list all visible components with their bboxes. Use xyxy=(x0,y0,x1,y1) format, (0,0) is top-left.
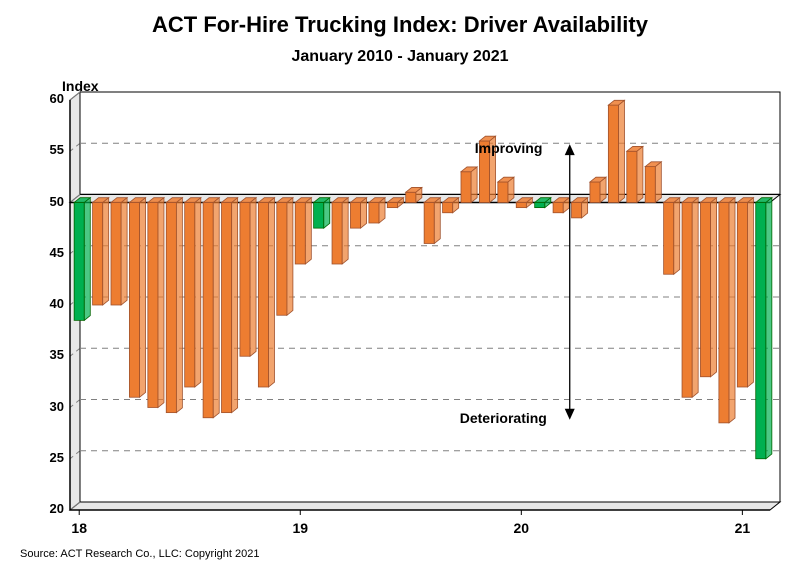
annotation-improving: Improving xyxy=(475,140,543,156)
chart-svg xyxy=(0,0,800,580)
bar xyxy=(350,198,366,228)
bar xyxy=(185,198,201,387)
bar xyxy=(277,198,293,316)
bar xyxy=(129,198,145,398)
y-tick-label: 55 xyxy=(30,142,64,157)
bar xyxy=(498,177,514,202)
bar xyxy=(203,198,219,418)
bar xyxy=(682,198,698,398)
y-tick-label: 50 xyxy=(30,194,64,209)
bar xyxy=(700,198,716,377)
bar xyxy=(608,100,624,202)
bar xyxy=(737,198,753,387)
bar xyxy=(719,198,735,423)
bar xyxy=(295,198,311,264)
bar xyxy=(166,198,182,413)
bar xyxy=(148,198,164,408)
bar xyxy=(627,146,643,202)
bar xyxy=(369,198,385,223)
bar xyxy=(645,162,661,203)
bar xyxy=(314,198,330,228)
bar xyxy=(572,198,588,218)
bar xyxy=(424,198,440,244)
bar xyxy=(74,198,90,321)
y-tick-label: 45 xyxy=(30,245,64,260)
annotation-deteriorating: Deteriorating xyxy=(460,410,547,426)
x-tick-label: 19 xyxy=(280,520,320,536)
bar xyxy=(240,198,256,357)
x-tick-label: 20 xyxy=(501,520,541,536)
bar xyxy=(590,177,606,202)
bar xyxy=(222,198,238,413)
bar xyxy=(111,198,127,305)
bar xyxy=(93,198,109,305)
y-tick-label: 30 xyxy=(30,399,64,414)
plot-floor xyxy=(70,502,780,510)
y-tick-label: 25 xyxy=(30,450,64,465)
bar xyxy=(461,167,477,203)
y-tick-label: 40 xyxy=(30,296,64,311)
bar xyxy=(332,198,348,264)
x-tick-label: 18 xyxy=(59,520,99,536)
bar xyxy=(258,198,274,387)
y-tick-label: 20 xyxy=(30,501,64,516)
y-tick-label: 35 xyxy=(30,347,64,362)
x-tick-label: 21 xyxy=(722,520,762,536)
y-tick-label: 60 xyxy=(30,91,64,106)
bar xyxy=(756,198,772,459)
bar xyxy=(664,198,680,275)
source-text: Source: ACT Research Co., LLC: Copyright… xyxy=(20,548,259,560)
